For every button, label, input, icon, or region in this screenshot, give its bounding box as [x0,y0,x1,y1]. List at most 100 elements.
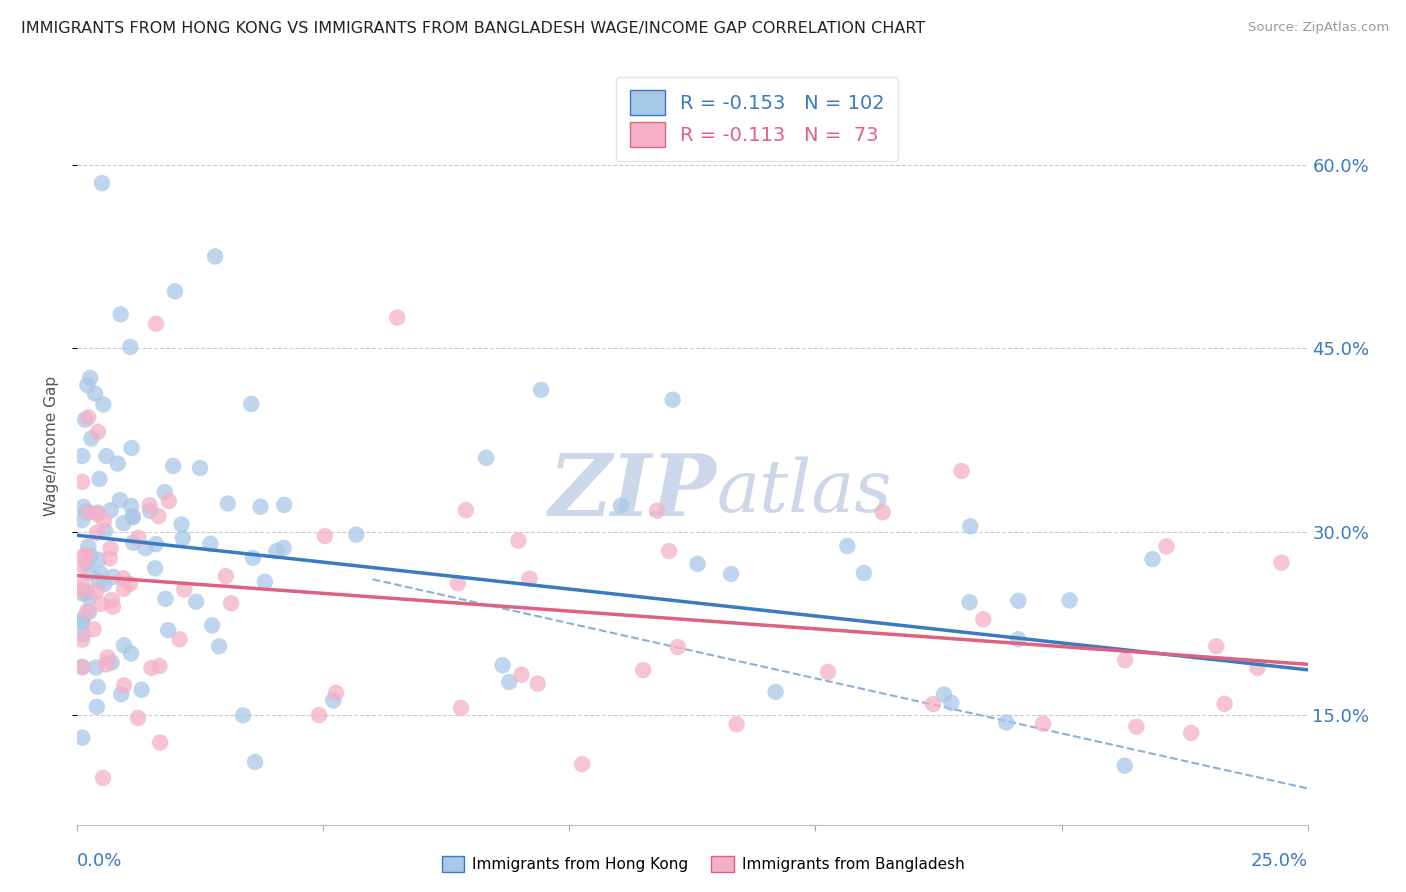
Point [100,656,122,670]
Point [89,472,111,486]
Point [121,509,143,524]
Point [510,667,533,681]
Point [172,531,194,545]
Point [631,663,654,677]
Point [215,569,238,583]
Point [76,604,98,618]
Point [70,613,93,627]
Point [76,585,98,599]
Point [93,514,115,528]
Point [127,531,149,545]
Point [118,577,141,591]
Point [219,596,242,610]
Point [273,541,295,555]
Point [90,597,112,611]
Point [645,504,668,518]
Point [131,682,153,697]
Point [173,582,195,597]
Point [817,665,839,679]
Point [70,513,93,527]
Point [1213,697,1236,711]
Point [98,551,121,566]
Text: IMMIGRANTS FROM HONG KONG VS IMMIGRANTS FROM BANGLADESH WAGE/INCOME GAP CORRELAT: IMMIGRANTS FROM HONG KONG VS IMMIGRANTS … [21,21,925,36]
Point [70,475,93,489]
Point [157,494,180,508]
Point [100,503,122,517]
Point [1007,594,1029,608]
Point [243,755,266,769]
Point [84,660,107,674]
Point [959,519,981,533]
Point [93,577,115,591]
Point [666,640,689,654]
Point [141,661,163,675]
Point [201,618,224,632]
Point [148,509,170,524]
Point [145,537,167,551]
Point [314,529,336,543]
Y-axis label: Wage/Income Gap: Wage/Income Gap [44,376,59,516]
Point [686,557,709,571]
Point [87,507,110,521]
Point [87,680,110,694]
Point [70,615,93,630]
Point [112,678,135,692]
Point [73,549,96,563]
Point [120,499,142,513]
Point [1270,556,1292,570]
Point [90,176,114,190]
Point [122,535,145,549]
Point [112,638,135,652]
Point [266,544,288,558]
Point [72,627,94,641]
Point [70,632,93,647]
Point [94,524,117,538]
Point [1059,593,1081,607]
Point [103,570,125,584]
Point [155,591,177,606]
Point [70,449,93,463]
Point [204,250,226,264]
Point [79,566,101,580]
Point [530,383,553,397]
Point [120,340,142,354]
Point [447,576,470,591]
Text: 0.0%: 0.0% [77,852,122,870]
Point [1156,540,1178,554]
Point [83,622,105,636]
Point [122,510,145,524]
Point [70,558,93,573]
Point [91,771,114,785]
Point [120,647,142,661]
Point [77,410,100,425]
Point [253,574,276,589]
Point [950,464,973,478]
Point [308,708,330,723]
Point [995,715,1018,730]
Point [70,586,93,600]
Point [169,632,191,647]
Point [208,640,231,654]
Point [112,582,135,596]
Point [1114,653,1136,667]
Point [188,461,211,475]
Point [526,676,548,690]
Point [79,371,101,385]
Point [972,612,994,626]
Point [519,572,541,586]
Point [149,736,172,750]
Point [86,506,108,520]
Point [112,516,135,530]
Point [1007,632,1029,647]
Point [658,544,681,558]
Point [242,550,264,565]
Point [96,650,118,665]
Point [162,458,184,473]
Point [661,392,683,407]
Point [852,566,875,580]
Point [872,505,894,519]
Point [77,605,100,619]
Point [94,657,117,672]
Point [454,503,477,517]
Point [498,675,520,690]
